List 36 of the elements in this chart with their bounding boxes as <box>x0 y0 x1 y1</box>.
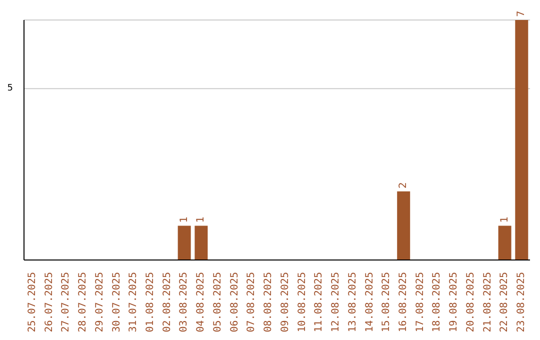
x-tick-label: 18.08.2025 <box>432 272 443 332</box>
x-tick-label: 15.08.2025 <box>381 272 392 332</box>
x-tick-label: 04.08.2025 <box>196 272 207 332</box>
x-tick-label: 30.07.2025 <box>111 272 122 332</box>
data-label: 1 <box>178 216 190 223</box>
x-tick-label: 14.08.2025 <box>364 272 376 332</box>
x-tick-label: 21.08.2025 <box>482 272 494 332</box>
x-tick-label: 29.07.2025 <box>94 272 106 332</box>
x-tick-label: 20.08.2025 <box>465 272 476 332</box>
data-label: 1 <box>196 216 207 223</box>
x-tick-label: 27.07.2025 <box>60 272 72 332</box>
x-tick-label: 16.08.2025 <box>398 272 409 332</box>
x-tick-label: 11.08.2025 <box>314 272 325 332</box>
x-tick-label: 09.08.2025 <box>280 272 291 332</box>
x-tick-label: 25.07.2025 <box>26 272 38 332</box>
x-tick-label: 08.08.2025 <box>263 272 274 332</box>
x-tick-label: 23.08.2025 <box>516 272 528 332</box>
x-tick-label: 12.08.2025 <box>330 272 342 332</box>
x-tick-label: 28.07.2025 <box>78 272 89 332</box>
x-tick-label: 31.07.2025 <box>128 272 140 332</box>
x-tick-label: 06.08.2025 <box>229 272 240 332</box>
x-tick-label: 10.08.2025 <box>296 272 308 332</box>
x-tick-label: 13.08.2025 <box>347 272 358 332</box>
data-label: 1 <box>499 216 510 223</box>
x-tick-label: 19.08.2025 <box>448 272 460 332</box>
x-tick-label: 07.08.2025 <box>246 272 258 332</box>
x-tick-label: 05.08.2025 <box>212 272 224 332</box>
x-tick-label: 02.08.2025 <box>162 272 173 332</box>
x-tick-label: 03.08.2025 <box>178 272 190 332</box>
y-tick-label: 5 <box>7 84 13 94</box>
x-tick-label: 01.08.2025 <box>145 272 156 332</box>
data-label: 2 <box>398 182 410 188</box>
x-tick-label: 17.08.2025 <box>414 272 426 332</box>
x-tick-label: 22.08.2025 <box>499 272 510 332</box>
data-label: 7 <box>516 10 528 17</box>
x-tick-label: 26.07.2025 <box>44 272 55 332</box>
